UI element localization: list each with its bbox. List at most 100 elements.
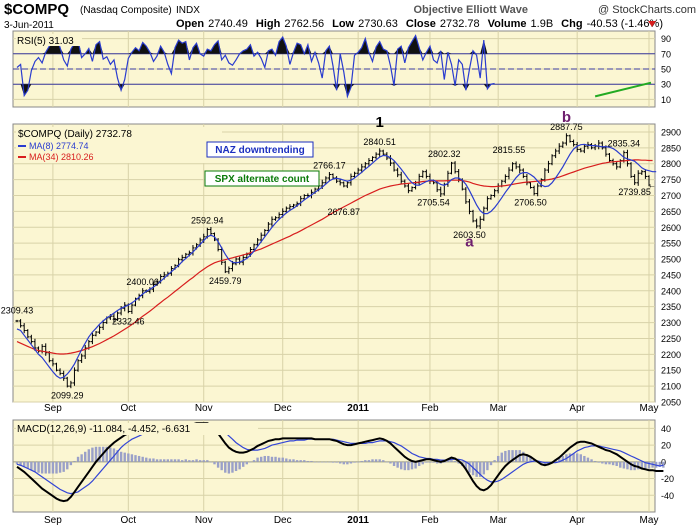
price-x-tick-label: Feb: [421, 403, 439, 414]
macd-histogram-bar: [342, 461, 345, 465]
macd-histogram-bar: [590, 459, 593, 462]
macd-signal-line: [16, 424, 664, 495]
macd-histogram-bar: [48, 461, 51, 474]
macd-histogram-bar: [76, 456, 80, 462]
elliott-wave-label: b: [562, 109, 571, 126]
macd-histogram-bar: [425, 461, 428, 463]
naz-downtrending-text: NAZ downtrending: [215, 145, 304, 156]
rsi-y-tick-label: 70: [661, 49, 671, 59]
macd-histogram-bar: [597, 461, 600, 463]
high-label: High: [256, 18, 281, 30]
macd-histogram-bar: [55, 461, 58, 474]
macd-histogram-bar: [489, 461, 493, 466]
macd-histogram-bar: [385, 461, 389, 463]
macd-histogram-bar: [40, 461, 44, 474]
macd-histogram-bar: [464, 461, 468, 470]
macd-histogram-bar: [644, 461, 647, 469]
price-y-tick-label: 2450: [661, 270, 681, 280]
macd-histogram-bar: [378, 459, 381, 462]
macd-histogram-bar: [184, 459, 187, 462]
low-value: 2730.63: [358, 18, 398, 30]
macd-x-tick-label: Nov: [195, 515, 213, 526]
macd-histogram-bar: [432, 461, 435, 463]
ma8-line: [16, 143, 657, 379]
macd-histogram-bar: [511, 450, 514, 462]
macd-histogram-bar: [256, 457, 259, 462]
price-annotation-label: 2802.32: [428, 149, 461, 159]
macd-histogram-bar: [98, 446, 101, 462]
macd-x-tick-label: May: [640, 515, 659, 526]
macd-histogram-bar: [191, 460, 195, 462]
macd-histogram-bar: [328, 461, 331, 463]
macd-line: [16, 422, 664, 503]
price-y-tick-label: 2100: [661, 382, 681, 392]
macd-histogram-bar: [224, 461, 227, 473]
macd-histogram-bar: [604, 461, 608, 465]
macd-histogram-bar: [446, 460, 450, 462]
macd-histogram-bar: [626, 461, 629, 470]
macd-histogram-bar: [486, 461, 489, 471]
price-y-tick-label: 2650: [661, 207, 681, 217]
price-x-tick-label: Mar: [490, 403, 508, 414]
spx-alternate-count-text: SPX alternate count: [215, 174, 310, 185]
macd-histogram-bar: [313, 461, 317, 463]
macd-histogram-bar: [37, 461, 40, 473]
macd-histogram-bar: [321, 461, 324, 463]
macd-histogram-bar: [572, 453, 575, 462]
macd-histogram-bar: [134, 455, 137, 462]
macd-histogram-bar: [227, 461, 231, 474]
price-chart: 2050 2100 2150 2200 2250 2300 2350 2400 2450 2500…: [1, 109, 681, 408]
macd-x-tick-label: Feb: [421, 515, 439, 526]
price-x-tick-label: 2011: [347, 403, 369, 414]
macd-histogram-bar: [306, 460, 310, 462]
macd-histogram-bar: [119, 451, 123, 462]
price-annotation-label: 2459.79: [209, 276, 242, 286]
macd-histogram-bar: [303, 460, 306, 462]
macd-histogram-bar: [529, 456, 532, 462]
macd-y-tick-label: 20: [661, 441, 671, 451]
macd-histogram-bar: [496, 455, 500, 462]
macd-histogram-bar: [292, 459, 295, 462]
macd-histogram-bar: [105, 446, 108, 462]
spx-alternate-count-note: SPX alternate count: [204, 170, 320, 187]
price-title-text: $COMPQ (Daily) 2732.78: [18, 129, 132, 140]
macd-histogram-bar: [259, 456, 263, 462]
change-value: -40.53 (-1.46%): [587, 18, 663, 30]
price-y-tick-label: 2400: [661, 286, 681, 296]
price-y-tick-label: 2150: [661, 366, 681, 376]
chart-header: $COMPQ (Nasdaq Composite) INDX Objective…: [4, 1, 696, 31]
elliott-wave-label: a: [465, 233, 474, 250]
price-y-tick-label: 2300: [661, 318, 681, 328]
price-y-tick-label: 2250: [661, 334, 681, 344]
macd-histogram-bar: [198, 460, 202, 462]
ma34-line: [16, 159, 653, 355]
macd-histogram-bar: [662, 461, 665, 468]
macd-histogram-bar: [374, 459, 378, 462]
macd-histogram-bar: [356, 461, 360, 463]
price-annotation-label: 2676.87: [327, 207, 360, 217]
macd-histogram-bar: [586, 457, 590, 462]
macd-histogram-bar: [349, 461, 353, 464]
macd-histogram-bar: [382, 460, 385, 462]
macd-y-tick-label: -20: [661, 474, 674, 484]
open-label: Open: [176, 18, 204, 30]
price-annotation-label: 2835.34: [608, 138, 641, 148]
macd-histogram-bar: [514, 450, 518, 462]
macd-histogram-bar: [109, 447, 112, 462]
macd-histogram-bar: [267, 455, 270, 462]
macd-histogram-bar: [202, 460, 205, 462]
ma34-legend-text: MA(34) 2810.26: [29, 152, 94, 162]
macd-histogram-bar: [324, 461, 328, 463]
macd-histogram-bar: [622, 461, 626, 469]
macd-histogram-bar: [389, 461, 392, 464]
macd-histogram-bar: [568, 453, 572, 462]
x-axis: Sep Oct Nov Dec 2011 Feb Mar Apr May Sep Oct Nov Dec…: [44, 403, 658, 526]
open-value: 2740.49: [208, 18, 248, 30]
price-y-tick-label: 2750: [661, 175, 681, 185]
macd-histogram-bar: [353, 461, 356, 463]
macd-histogram-bar: [155, 459, 159, 462]
macd-histogram-bar: [335, 461, 338, 463]
ohlc-line: Open 2740.49 High 2762.56 Low 2730.63 Close 273…: [176, 18, 663, 30]
macd-histogram-bar: [26, 461, 29, 469]
price-bars: [15, 133, 651, 389]
